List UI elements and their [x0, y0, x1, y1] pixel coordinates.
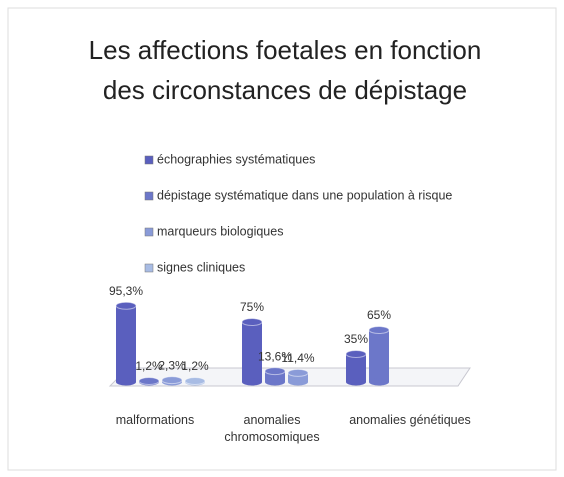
- x-tick-label: malformations: [115, 413, 195, 427]
- bar-base: [116, 378, 136, 386]
- bar-body: [116, 305, 136, 382]
- bar-top: [287, 368, 309, 377]
- data-label: 11,4%: [281, 351, 314, 365]
- bar-base: [346, 378, 366, 386]
- bar-top: [264, 367, 286, 376]
- bar: [115, 301, 137, 386]
- bar-body: [265, 371, 285, 382]
- bar-top: [368, 326, 390, 334]
- legend-label: dépistage systématique dans une populati…: [157, 188, 452, 202]
- bar-body: [242, 322, 262, 382]
- legend-swatch: [144, 227, 154, 237]
- legend-label: signes cliniques: [157, 260, 245, 274]
- bar-base: [369, 378, 389, 386]
- data-label: 2,3%: [158, 358, 186, 372]
- bar-top: [345, 350, 367, 358]
- legend-label: marqueurs biologiques: [157, 224, 283, 238]
- bar-body: [346, 354, 366, 382]
- legend-swatch: [144, 155, 154, 165]
- legend-label: échographies systématiques: [157, 152, 315, 166]
- bar: [161, 376, 183, 386]
- bar-top: [115, 301, 137, 310]
- bar: [264, 367, 286, 386]
- data-label: 1,2%: [135, 359, 163, 373]
- bar-base: [242, 378, 262, 386]
- bar: [368, 326, 390, 386]
- bar-top: [184, 377, 206, 386]
- data-label: 13,6%: [258, 349, 292, 363]
- frame: [7, 7, 557, 471]
- x-tick-label: anomalies génétiques: [349, 413, 471, 427]
- bar: [184, 377, 206, 386]
- bar-base: [265, 378, 285, 386]
- bar: [138, 377, 160, 386]
- bar-top: [241, 318, 263, 326]
- bar-top: [138, 377, 160, 386]
- bar: [287, 368, 309, 386]
- data-label: 75%: [240, 300, 264, 314]
- bar-body: [369, 330, 389, 382]
- legend-swatch: [144, 263, 154, 273]
- data-label: 65%: [367, 308, 391, 322]
- bar: [241, 318, 263, 386]
- data-label: 1,2%: [181, 359, 209, 373]
- data-label: 35%: [344, 332, 368, 346]
- data-label: 95,3%: [109, 284, 143, 298]
- bar-base: [288, 378, 308, 386]
- bar: [345, 350, 367, 386]
- bar-body: [288, 372, 308, 382]
- bar-top: [161, 376, 183, 385]
- chart-title: Les affections foetales en fonction des …: [88, 35, 482, 105]
- x-tick-label: anomalies chromosomiques: [224, 413, 320, 444]
- legend-swatch: [144, 191, 154, 201]
